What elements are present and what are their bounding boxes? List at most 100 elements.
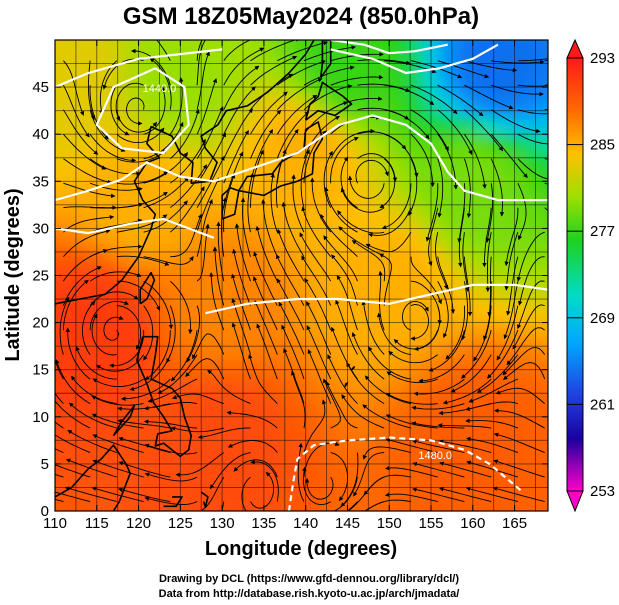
temperature-cell: [456, 379, 474, 399]
temperature-cell: [121, 77, 140, 98]
temperature-cell: [405, 322, 424, 343]
y-axis-label: Latitude (degrees): [2, 188, 24, 361]
streamline: [302, 466, 331, 506]
temperature-cell: [506, 115, 524, 136]
streamline: [379, 253, 392, 306]
streamline: [250, 149, 264, 208]
temperature-cell: [88, 303, 107, 324]
streamline: [517, 183, 527, 241]
temperature-cell: [88, 360, 107, 381]
streamline: [517, 133, 548, 145]
contour-line: [55, 217, 215, 239]
streamline: [281, 324, 305, 380]
streamline: [468, 378, 519, 403]
streamline: [384, 492, 438, 503]
colorbar: 293 285 277 269 261 253: [566, 38, 615, 513]
temperature-cell: [389, 322, 407, 343]
temperature-cell: [105, 134, 123, 155]
coastline: [238, 121, 324, 197]
temperature-cell: [305, 171, 324, 192]
temperature-cell: [489, 397, 508, 418]
temperature-cell: [539, 228, 548, 249]
temperature-cell: [339, 379, 357, 399]
temperature-cell: [456, 360, 474, 381]
streamline: [256, 323, 278, 380]
temperature-cell: [272, 322, 290, 343]
temperature-cell: [539, 473, 548, 494]
streamline: [121, 378, 171, 401]
temperature-cell: [389, 454, 407, 475]
streamline: [327, 354, 358, 404]
coastline: [304, 81, 353, 121]
temperature-cell: [522, 473, 541, 494]
colorbar-tick-label: 269: [590, 310, 615, 327]
temperature-cell: [121, 473, 140, 494]
streamline: [240, 197, 251, 257]
temperature-cell: [71, 341, 90, 362]
temperature-cell: [522, 77, 541, 98]
streamline: [463, 158, 472, 218]
temperature-cell: [88, 416, 107, 437]
temperature-cell: [489, 228, 508, 249]
colorbar-tick-label: 253: [590, 483, 615, 500]
temperature-cell: [138, 303, 157, 324]
streamline: [461, 329, 492, 379]
streamline: [357, 59, 411, 66]
temperature-cell: [355, 153, 374, 173]
streamline: [89, 300, 129, 331]
temperature-cell: [322, 284, 341, 305]
temperature-cell: [55, 379, 56, 399]
temperature-cell: [88, 209, 107, 230]
temperature-cell: [472, 397, 491, 418]
streamline: [466, 460, 519, 478]
streamline: [241, 476, 251, 511]
temperature-cell: [238, 171, 257, 192]
temperature-cell: [188, 303, 207, 324]
temperature-cell: [222, 416, 240, 437]
temperature-cell: [456, 397, 474, 418]
temperature-cell: [255, 379, 274, 399]
streamline: [248, 353, 278, 404]
streamline: [65, 327, 91, 380]
temperature-cell: [456, 209, 474, 230]
streamline: [457, 207, 465, 268]
temperature-cell: [272, 379, 290, 399]
streamline: [439, 461, 492, 478]
streamline: [368, 207, 412, 238]
temperature-cell: [355, 190, 374, 211]
streamline: [117, 418, 171, 429]
streamline: [63, 133, 107, 170]
temperature-cell: [389, 209, 407, 230]
streamline: [368, 346, 412, 380]
temperature-cell: [222, 473, 240, 494]
temperature-cell: [288, 397, 307, 418]
temperature-cell: [55, 473, 56, 494]
streamline: [336, 274, 358, 331]
streamline: [437, 60, 490, 79]
temperature-cell: [171, 473, 190, 494]
temperature-cell: [405, 360, 424, 381]
streamline: [143, 419, 198, 429]
temperature-cell: [55, 435, 56, 456]
temperature-cell: [55, 454, 73, 475]
temperature-cell: [506, 209, 524, 230]
streamline: [55, 359, 91, 404]
streamline: [63, 60, 85, 116]
streamline: [490, 109, 541, 134]
streamline: [126, 97, 145, 126]
temperature-cell: [489, 40, 508, 41]
x-tick-label: 110: [43, 515, 67, 532]
streamline: [231, 298, 251, 355]
temperature-cell: [539, 40, 548, 41]
streamline: [250, 109, 282, 159]
streamline: [92, 434, 144, 454]
temperature-cell: [539, 209, 548, 230]
temperature-cell: [389, 190, 407, 211]
streamline: [89, 133, 137, 163]
temperature-cell: [522, 397, 541, 418]
contour-line: [287, 436, 524, 511]
temperature-cell: [255, 266, 274, 286]
y-tick-label: 25: [32, 268, 49, 285]
streamline: [462, 232, 470, 292]
streamline: [250, 471, 275, 509]
